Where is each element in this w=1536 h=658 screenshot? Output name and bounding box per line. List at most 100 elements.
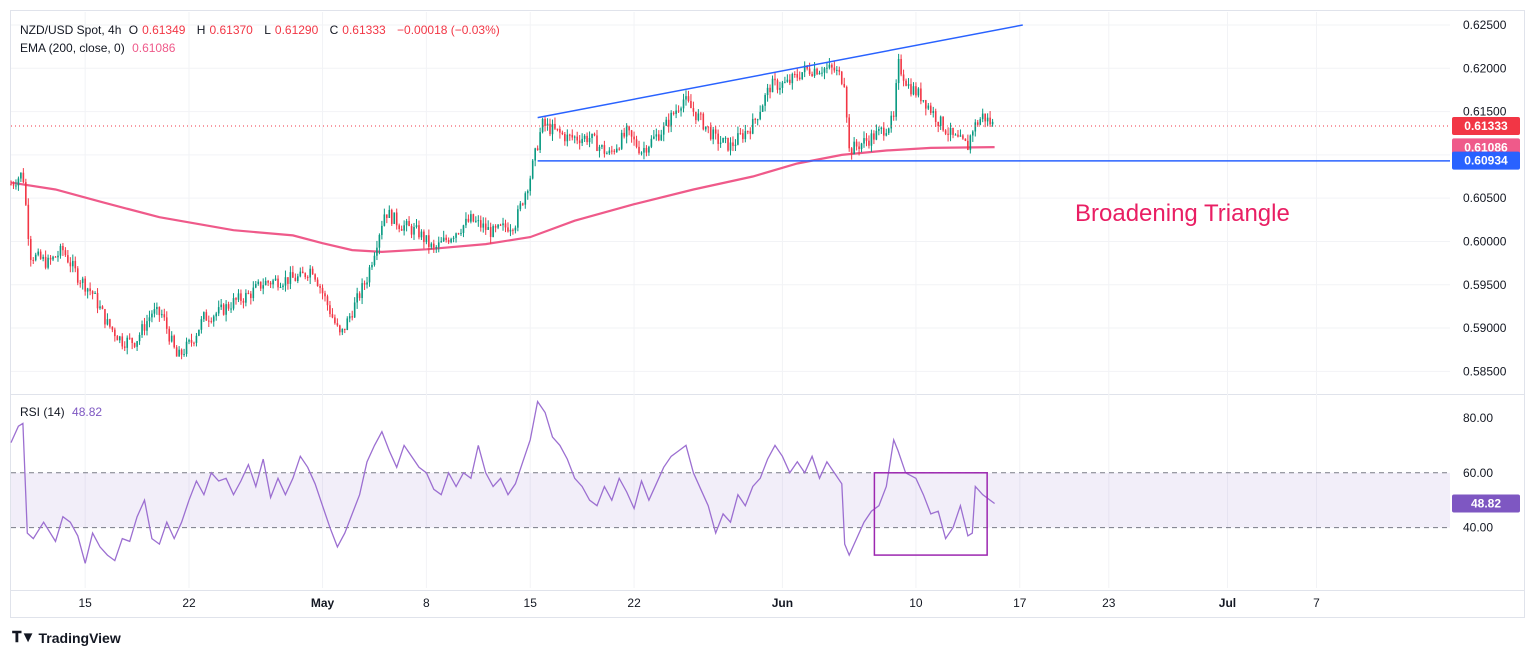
candle-body <box>304 273 307 278</box>
ema-200-line <box>10 146 995 254</box>
price-label-badge <box>1452 151 1520 170</box>
candle-body <box>761 105 764 112</box>
candle-body <box>838 69 841 72</box>
candle-body <box>512 229 514 231</box>
candle-body <box>499 224 502 226</box>
candle-body <box>121 336 124 347</box>
candle-body <box>232 298 235 309</box>
price-tick-label: 0.62500 <box>1463 18 1507 32</box>
candle-body <box>687 96 690 101</box>
candle-body <box>274 278 277 281</box>
candle-body <box>91 291 94 294</box>
tradingview-logo[interactable]: 𝐓▼ TradingView <box>12 629 121 646</box>
candle-body <box>633 136 635 140</box>
candle-body <box>175 347 178 357</box>
candle-body <box>141 324 143 335</box>
candle-body <box>677 110 680 112</box>
candle-body <box>984 113 986 122</box>
candle-body <box>311 268 314 275</box>
symbol-legend[interactable]: NZD/USD Spot, 4h O 0.61349 H 0.61370 L 0.61… <box>20 23 504 37</box>
rsi-legend[interactable]: RSI (14) 48.82 <box>20 405 106 419</box>
close-label: C <box>329 23 339 37</box>
candle-body <box>737 133 739 145</box>
candle-body <box>613 150 616 152</box>
open-value: 0.61349 <box>142 23 186 37</box>
candle-body <box>796 74 799 78</box>
candle-body <box>828 64 831 68</box>
candle-body <box>494 226 497 228</box>
candle-body <box>373 255 376 265</box>
candle-body <box>25 182 27 205</box>
candle-body <box>623 132 625 137</box>
candle-body <box>630 130 633 137</box>
candle-body <box>252 287 255 299</box>
candle-body <box>662 125 665 135</box>
time-tick-label: 10 <box>909 596 923 610</box>
candle-body <box>10 184 12 186</box>
low-label: L <box>264 23 271 37</box>
candle-body <box>751 118 754 134</box>
candle-body <box>173 335 175 348</box>
ema-label: EMA (200, close, 0) <box>20 41 125 55</box>
candle-body <box>289 272 292 284</box>
candle-body <box>378 235 381 248</box>
candle-body <box>321 287 324 294</box>
candle-body <box>168 328 171 342</box>
time-tick-label: May <box>311 596 335 610</box>
candle-body <box>831 64 833 68</box>
candle-body <box>215 313 218 317</box>
candle-body <box>20 172 22 179</box>
candle-body <box>722 137 724 143</box>
tradingview-logo-icon: 𝐓▼ <box>12 629 35 646</box>
candle-body <box>732 142 734 146</box>
candle-body <box>81 278 84 283</box>
time-tick-label: Jul <box>1219 596 1236 610</box>
candle-body <box>981 113 984 120</box>
candle-body <box>64 250 67 256</box>
candle-body <box>477 220 480 222</box>
candle-body <box>49 257 52 260</box>
candle-body <box>74 260 77 269</box>
price-tick-label: 0.59000 <box>1463 321 1507 335</box>
ema-legend[interactable]: EMA (200, close, 0) 0.61086 <box>20 41 179 55</box>
candle-body <box>418 225 420 238</box>
candle-body <box>72 260 74 267</box>
candle-body <box>316 279 319 287</box>
candle-body <box>640 152 643 154</box>
ema-line <box>10 146 995 254</box>
candle-body <box>954 134 957 136</box>
candle-body <box>482 223 485 228</box>
candle-body <box>672 112 675 114</box>
candle-body <box>99 306 101 309</box>
candle-body <box>611 150 613 152</box>
candle-body <box>86 288 89 292</box>
candle-body <box>437 242 440 248</box>
candle-body <box>749 131 752 134</box>
candle-body <box>776 80 779 90</box>
candle-body <box>591 133 593 138</box>
candle-body <box>620 132 623 149</box>
candle-body <box>383 214 386 226</box>
candle-body <box>588 137 591 143</box>
candle-body <box>774 78 776 81</box>
candle-body <box>638 146 640 154</box>
candle-body <box>724 137 727 139</box>
candle-body <box>388 209 391 218</box>
candle-body <box>161 314 163 316</box>
candle-body <box>413 227 415 235</box>
candle-body <box>250 293 252 299</box>
candle-body <box>423 231 425 243</box>
candle-body <box>190 339 193 343</box>
candle-body <box>178 349 180 357</box>
candle-body <box>907 84 910 86</box>
candle-body <box>96 292 99 309</box>
candle-body <box>534 148 536 161</box>
candle-body <box>432 243 435 248</box>
candle-body <box>717 133 719 144</box>
candle-body <box>492 226 494 237</box>
time-tick-label: 8 <box>423 596 430 610</box>
candle-body <box>284 277 287 286</box>
candle-body <box>939 116 942 127</box>
